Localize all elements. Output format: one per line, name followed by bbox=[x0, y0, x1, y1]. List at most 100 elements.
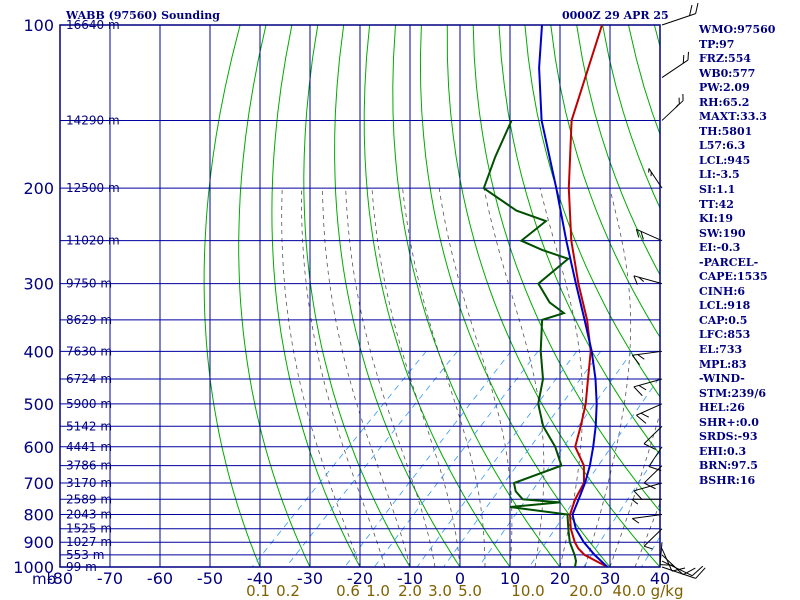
wind-barb bbox=[631, 350, 663, 365]
wind-barb-flag bbox=[640, 231, 644, 240]
temperature-tick-label: -20 bbox=[347, 569, 373, 588]
wind-barb-staff bbox=[633, 275, 663, 285]
mixing-ratio-line bbox=[285, 351, 458, 567]
index-item: BSHR:16 bbox=[699, 473, 756, 487]
wind-barb-staff bbox=[661, 100, 684, 121]
index-item: CINH:6 bbox=[699, 284, 746, 298]
temperature-tick-label: -10 bbox=[397, 569, 423, 588]
temperature-tick-label: -40 bbox=[247, 569, 273, 588]
wind-barb-flag bbox=[643, 482, 656, 490]
mixing-ratio-label: 20.0 bbox=[569, 582, 602, 600]
index-item: -WIND- bbox=[699, 372, 745, 386]
height-label: 2043 m bbox=[66, 507, 112, 521]
wind-barb bbox=[661, 51, 689, 78]
pressure-tick-label: 800 bbox=[23, 505, 54, 524]
mixing-ratio-label: 1.0 bbox=[366, 582, 390, 600]
temperature-tick-label: -50 bbox=[197, 569, 223, 588]
wind-barb-staff bbox=[632, 513, 663, 519]
height-label: 7630 m bbox=[66, 344, 112, 358]
dry-adiabat bbox=[334, 25, 461, 567]
mixing-ratio-line bbox=[443, 351, 602, 567]
height-label: 3786 m bbox=[66, 459, 112, 473]
pressure-tick-label: 1000 bbox=[13, 558, 54, 577]
sounding-timestamp: 0000Z 29 APR 25 bbox=[562, 9, 669, 22]
mixing-ratio-line bbox=[416, 351, 578, 567]
height-label: 4441 m bbox=[66, 440, 112, 454]
wind-barb bbox=[648, 446, 663, 472]
wind-barb-staff bbox=[661, 566, 696, 579]
index-item: LI:-3.5 bbox=[699, 168, 740, 182]
wind-barb-staff bbox=[643, 465, 663, 484]
wind-barb-staff bbox=[632, 350, 663, 356]
wind-barb-staff bbox=[633, 482, 663, 492]
wind-barb-staff bbox=[661, 560, 693, 577]
wind-barb bbox=[661, 548, 686, 572]
wind-barb-flag bbox=[643, 545, 653, 550]
pressure-tick-label: 400 bbox=[23, 342, 54, 361]
index-item: TP:97 bbox=[699, 37, 735, 51]
wind-barb bbox=[635, 228, 663, 242]
index-item: CAP:0.5 bbox=[699, 313, 748, 327]
wind-barb bbox=[631, 498, 662, 505]
temperature-tick-label: 40 bbox=[650, 569, 670, 588]
wind-barb-staff bbox=[648, 446, 663, 467]
mixing-ratio-label: 0.1 bbox=[246, 582, 270, 600]
mixing-ratio-label: 0.2 bbox=[276, 582, 300, 600]
height-label: 99 m bbox=[66, 560, 97, 574]
wind-barb-flag bbox=[638, 385, 647, 391]
pressure-tick-label: 100 bbox=[23, 16, 54, 35]
wind-barb-flag bbox=[631, 498, 639, 505]
index-item: STM:239/6 bbox=[699, 386, 766, 400]
wind-barb-flag bbox=[637, 354, 645, 360]
profile-lines bbox=[482, 25, 609, 567]
temperature-tick-label: -60 bbox=[147, 569, 173, 588]
moist-adiabat bbox=[584, 188, 632, 567]
moist-adiabat bbox=[609, 411, 660, 567]
index-item: MPL:83 bbox=[699, 357, 747, 371]
wind-barb bbox=[661, 2, 699, 26]
temperature-axis: mb-80 -70 -60 -50 -40 -30 -20 -10 0 10 20 30 40 bbox=[32, 569, 670, 588]
mixing-ratio-label: 3.0 bbox=[428, 582, 452, 600]
dry-adiabat bbox=[203, 25, 261, 567]
dry-adiabat bbox=[271, 25, 361, 567]
isotherm-grid bbox=[60, 25, 660, 567]
wind-barb-staff bbox=[633, 378, 663, 388]
index-item: TH:5801 bbox=[699, 124, 753, 138]
wind-barb bbox=[643, 425, 663, 450]
height-label: 16640 m bbox=[66, 18, 120, 32]
temperature-tick-label: -70 bbox=[97, 569, 123, 588]
height-label: 12500 m bbox=[66, 181, 120, 195]
index-item: EL:733 bbox=[699, 343, 743, 357]
height-label: 2589 m bbox=[66, 492, 112, 506]
wind-barb bbox=[661, 560, 704, 577]
wind-barb-flag bbox=[695, 2, 699, 14]
mixing-ratio-line bbox=[478, 351, 633, 567]
moist-adiabat bbox=[345, 188, 436, 567]
height-label: 11020 m bbox=[66, 234, 120, 248]
wind-barb bbox=[661, 566, 706, 579]
wind-barb-flag bbox=[633, 386, 643, 397]
wind-barb-flag bbox=[633, 490, 643, 501]
pressure-tick-label: 600 bbox=[23, 438, 54, 457]
wind-barb bbox=[659, 542, 674, 566]
mixing-ratio-label: 2.0 bbox=[398, 582, 422, 600]
index-item: SI:1.1 bbox=[699, 183, 736, 197]
plot-border bbox=[59, 24, 661, 568]
pressure-tick-label: 300 bbox=[23, 275, 54, 294]
moist-adiabat bbox=[281, 188, 361, 567]
plot-frame bbox=[59, 24, 661, 568]
index-item: LCL:945 bbox=[699, 153, 751, 167]
pressure-tick-label: 200 bbox=[23, 179, 54, 198]
mixing-ratio-axis: 0.1 0.2 0.6 1.0 2.0 3.0 5.0 10.0 20.0 40.0 g/kg bbox=[246, 582, 683, 600]
parcel-line bbox=[538, 25, 609, 567]
mixing-ratio-label: 5.0 bbox=[458, 582, 482, 600]
wind-barb-staff bbox=[661, 548, 673, 572]
wind-barb-flag bbox=[675, 104, 679, 109]
wind-barb-flag bbox=[632, 518, 640, 524]
wind-barb-flag bbox=[689, 4, 693, 16]
height-label: 9750 m bbox=[66, 277, 112, 291]
temperature-tick-label: 20 bbox=[550, 569, 570, 588]
wind-barb-staff bbox=[643, 425, 663, 445]
temperature-tick-label: 30 bbox=[600, 569, 620, 588]
dry-adiabat bbox=[363, 25, 511, 567]
